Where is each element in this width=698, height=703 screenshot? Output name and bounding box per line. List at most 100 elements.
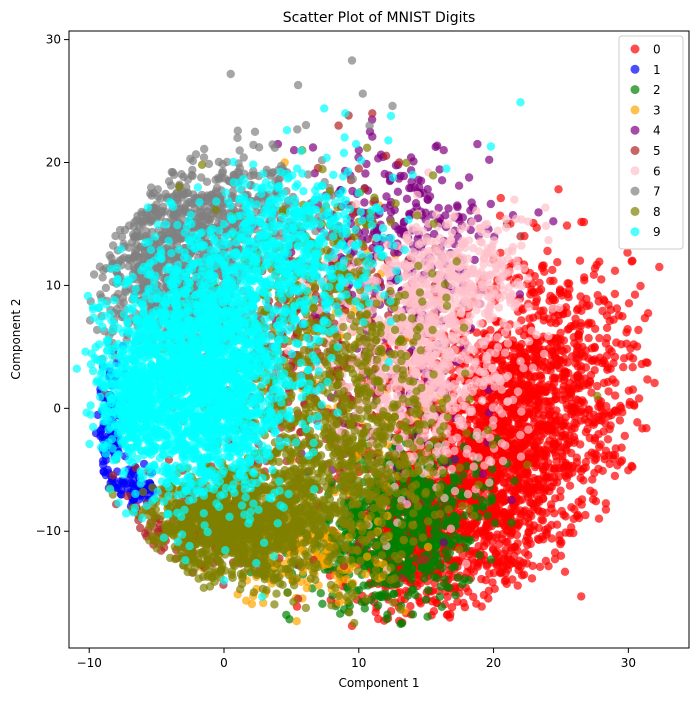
point-digit-0 bbox=[606, 305, 616, 314]
point-digit-0 bbox=[575, 256, 585, 265]
point-digit-0 bbox=[502, 561, 512, 570]
point-digit-2 bbox=[318, 599, 327, 608]
point-digit-0 bbox=[549, 478, 558, 487]
point-digit-0 bbox=[617, 443, 626, 452]
point-digit-0 bbox=[569, 528, 578, 538]
point-digit-0 bbox=[561, 368, 570, 377]
point-digit-0 bbox=[592, 450, 601, 459]
point-digit-0 bbox=[572, 419, 581, 428]
point-digit-0 bbox=[499, 478, 508, 487]
point-digit-5 bbox=[123, 491, 132, 501]
point-digit-0 bbox=[580, 415, 589, 424]
point-digit-6 bbox=[493, 333, 502, 342]
point-digit-0 bbox=[524, 449, 533, 459]
point-digit-0 bbox=[523, 482, 533, 492]
point-digit-0 bbox=[633, 418, 642, 427]
point-digit-0 bbox=[545, 410, 554, 419]
point-digit-2 bbox=[433, 553, 442, 562]
point-digit-0 bbox=[567, 352, 577, 361]
point-digit-0 bbox=[555, 531, 564, 540]
point-digit-0 bbox=[628, 363, 637, 372]
point-digit-0 bbox=[559, 376, 569, 385]
point-digit-0 bbox=[655, 262, 664, 272]
point-digit-0 bbox=[524, 535, 534, 544]
point-digit-0 bbox=[555, 416, 564, 425]
point-digit-2 bbox=[490, 518, 499, 528]
point-digit-4 bbox=[439, 538, 448, 547]
point-digit-0 bbox=[592, 260, 601, 270]
point-digit-5 bbox=[397, 573, 406, 583]
point-digit-0 bbox=[624, 299, 634, 308]
point-digit-0 bbox=[594, 464, 603, 474]
point-digit-0 bbox=[617, 404, 626, 413]
point-digit-0 bbox=[543, 471, 552, 480]
point-digit-0 bbox=[610, 289, 620, 299]
point-digit-0 bbox=[477, 407, 486, 416]
point-digit-0 bbox=[528, 561, 537, 571]
point-digit-0 bbox=[485, 531, 494, 540]
point-digit-2 bbox=[448, 563, 457, 573]
point-digit-2 bbox=[486, 555, 496, 564]
point-digit-0 bbox=[605, 425, 614, 434]
point-digit-0 bbox=[556, 551, 566, 560]
point-digit-0 bbox=[586, 370, 596, 380]
point-digit-0 bbox=[554, 185, 563, 194]
point-digit-0 bbox=[619, 362, 628, 372]
point-digit-0 bbox=[561, 471, 570, 480]
point-digit-0 bbox=[535, 507, 544, 516]
point-digit-0 bbox=[482, 521, 491, 530]
point-digit-0 bbox=[584, 333, 593, 343]
point-digit-5 bbox=[421, 555, 430, 564]
point-digit-4 bbox=[467, 198, 476, 207]
point-digit-0 bbox=[524, 407, 534, 417]
point-digit-0 bbox=[542, 366, 552, 375]
point-digit-2 bbox=[507, 518, 516, 528]
point-digit-0 bbox=[537, 374, 546, 383]
point-digit-0 bbox=[474, 414, 483, 423]
point-digit-0 bbox=[557, 538, 566, 547]
point-digit-0 bbox=[475, 558, 484, 567]
point-digit-0 bbox=[484, 586, 494, 595]
point-digit-0 bbox=[594, 297, 603, 306]
point-digit-0 bbox=[531, 454, 541, 463]
point-digit-2 bbox=[421, 595, 431, 604]
point-digit-0 bbox=[630, 290, 640, 299]
point-digit-2 bbox=[397, 619, 407, 628]
point-digit-0 bbox=[610, 471, 620, 481]
point-digit-0 bbox=[550, 509, 559, 518]
point-digit-0 bbox=[564, 437, 573, 446]
point-digit-0 bbox=[580, 276, 589, 285]
point-digit-0 bbox=[513, 581, 522, 590]
point-digit-0 bbox=[570, 381, 579, 390]
point-digit-0 bbox=[602, 351, 612, 360]
point-digit-0 bbox=[570, 412, 579, 421]
point-digit-0 bbox=[612, 338, 621, 347]
point-digit-0 bbox=[535, 562, 545, 571]
point-digit-0 bbox=[595, 334, 604, 343]
point-digit-0 bbox=[528, 391, 537, 401]
point-digit-4 bbox=[360, 198, 369, 207]
point-digit-0 bbox=[561, 459, 571, 468]
point-digit-2 bbox=[416, 516, 425, 526]
point-digit-0 bbox=[642, 424, 651, 433]
point-digit-0 bbox=[634, 394, 644, 403]
point-digit-2 bbox=[453, 573, 463, 582]
point-digit-0 bbox=[628, 256, 637, 265]
point-digit-0 bbox=[562, 221, 572, 230]
point-digit-0 bbox=[550, 312, 559, 321]
point-digit-0 bbox=[636, 281, 645, 291]
point-digit-3 bbox=[423, 542, 433, 552]
point-digit-0 bbox=[460, 603, 470, 612]
point-digit-0 bbox=[555, 286, 565, 296]
point-digit-0 bbox=[464, 587, 473, 596]
point-digit-0 bbox=[595, 400, 605, 409]
point-digit-0 bbox=[567, 399, 576, 408]
point-digit-0 bbox=[609, 454, 618, 463]
point-digit-0 bbox=[534, 311, 543, 320]
point-digit-2 bbox=[466, 535, 475, 545]
point-digit-4 bbox=[437, 176, 447, 185]
point-digit-0 bbox=[581, 510, 590, 520]
point-digit-5 bbox=[354, 164, 363, 173]
point-digit-0 bbox=[552, 334, 562, 343]
point-digit-4 bbox=[374, 154, 383, 163]
